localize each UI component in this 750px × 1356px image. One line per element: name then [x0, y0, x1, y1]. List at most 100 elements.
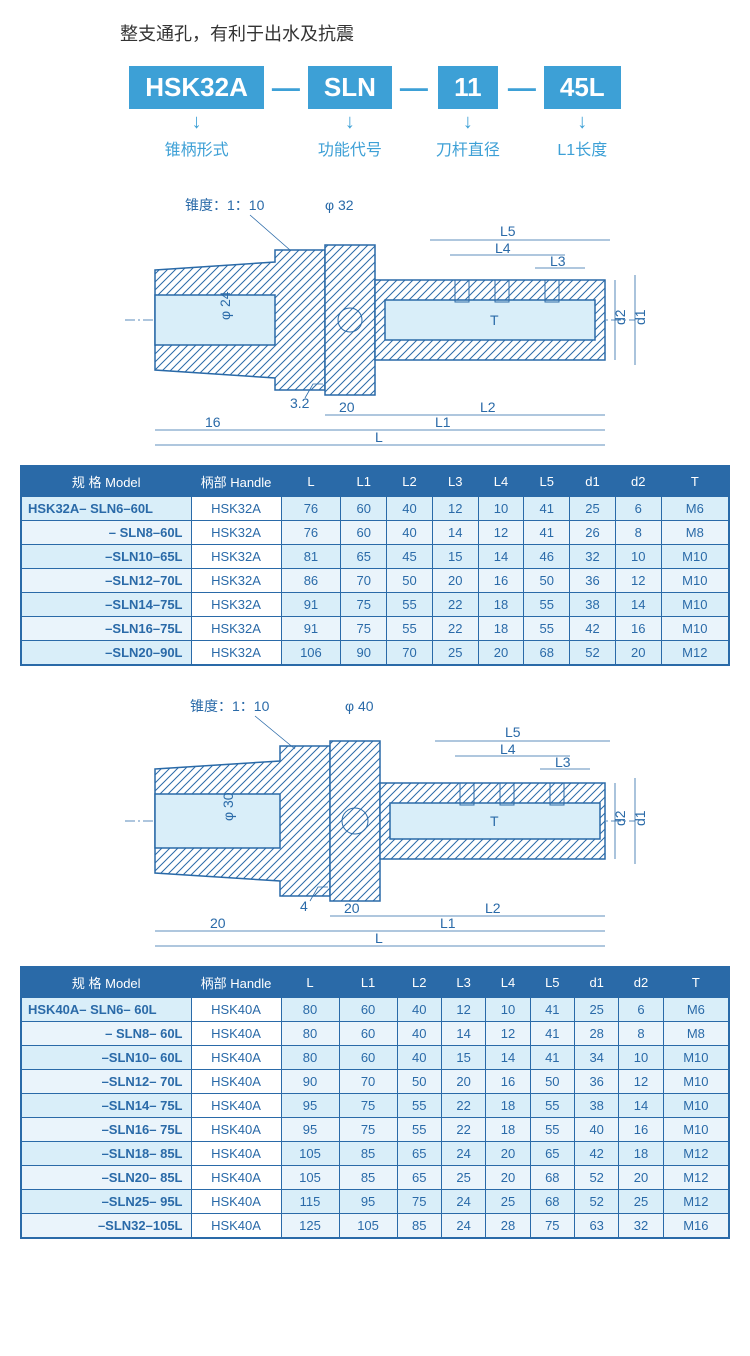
dim-l2: L2: [485, 900, 501, 916]
model-cell: – SLN8–60L: [21, 521, 191, 545]
handle-cell: HSK40A: [191, 1070, 281, 1094]
model-cell: –SLN10–65L: [21, 545, 191, 569]
value-cell: 60: [339, 998, 397, 1022]
dim-l5: L5: [505, 724, 521, 740]
table-header-cell: 规 格 Model: [21, 466, 191, 497]
handle-cell: HSK40A: [191, 998, 281, 1022]
value-cell: 16: [619, 1118, 663, 1142]
value-cell: M8: [663, 1022, 729, 1046]
dim-l3: L3: [555, 754, 571, 770]
table-row: –SLN20–90LHSK32A10690702520685220M12: [21, 641, 729, 666]
table-header-cell: L5: [530, 967, 574, 998]
handle-cell: HSK32A: [191, 641, 281, 666]
dim-l4: L4: [500, 741, 516, 757]
value-cell: 22: [441, 1094, 485, 1118]
phi-top-label: φ 32: [325, 197, 354, 213]
value-cell: 36: [575, 1070, 619, 1094]
code-box: 45L: [544, 66, 621, 109]
handle-cell: HSK32A: [191, 521, 281, 545]
model-cell: – SLN8– 60L: [21, 1022, 191, 1046]
model-cell: –SLN16– 75L: [21, 1118, 191, 1142]
value-cell: 68: [530, 1166, 574, 1190]
table-row: –SLN16– 75LHSK40A9575552218554016M10: [21, 1118, 729, 1142]
value-cell: 60: [339, 1046, 397, 1070]
code-label: 锥柄形式: [165, 136, 229, 160]
taper-label: 锥度：1：10: [185, 197, 265, 213]
value-cell: 12: [432, 497, 478, 521]
code-block-3: 45L ↓ L1长度: [544, 66, 621, 160]
value-cell: 38: [570, 593, 616, 617]
value-cell: 38: [575, 1094, 619, 1118]
value-cell: 125: [281, 1214, 339, 1239]
dash-icon: —: [272, 72, 300, 104]
value-cell: 8: [615, 521, 661, 545]
code-block-1: SLN ↓ 功能代号: [308, 66, 392, 160]
value-cell: 52: [575, 1166, 619, 1190]
value-cell: 6: [615, 497, 661, 521]
value-cell: M10: [661, 545, 729, 569]
table-row: HSK40A– SLN6– 60LHSK40A806040121041256M6: [21, 998, 729, 1022]
value-cell: 26: [570, 521, 616, 545]
value-cell: 45: [387, 545, 433, 569]
down-arrow-icon: ↓: [345, 111, 355, 134]
handle-cell: HSK32A: [191, 569, 281, 593]
value-cell: 81: [281, 545, 341, 569]
model-cell: –SLN16–75L: [21, 617, 191, 641]
value-cell: 36: [570, 569, 616, 593]
dim-l: L: [375, 930, 383, 946]
value-cell: 55: [397, 1094, 441, 1118]
table-row: –SLN18– 85LHSK40A10585652420654218M12: [21, 1142, 729, 1166]
value-cell: 20: [441, 1070, 485, 1094]
value-cell: 25: [486, 1190, 530, 1214]
value-cell: 18: [486, 1118, 530, 1142]
code-breakdown: HSK32A ↓ 锥柄形式 — SLN ↓ 功能代号 — 11 ↓ 刀杆直径 —…: [20, 66, 730, 160]
value-cell: 15: [432, 545, 478, 569]
value-cell: 16: [478, 569, 524, 593]
base-len: 16: [205, 414, 221, 430]
table-header-cell: d2: [619, 967, 663, 998]
handle-cell: HSK32A: [191, 593, 281, 617]
table-row: –SLN20– 85LHSK40A10585652520685220M12: [21, 1166, 729, 1190]
top-note: 整支通孔，有利于出水及抗震: [120, 20, 730, 46]
table-row: HSK32A– SLN6–60LHSK32A766040121041256M6: [21, 497, 729, 521]
table-row: –SLN16–75LHSK32A9175552218554216M10: [21, 617, 729, 641]
table-header-cell: L4: [486, 967, 530, 998]
table-header-cell: L2: [397, 967, 441, 998]
value-cell: 85: [397, 1214, 441, 1239]
value-cell: 80: [281, 998, 339, 1022]
table-header-cell: L1: [341, 466, 387, 497]
value-cell: 86: [281, 569, 341, 593]
value-cell: 25: [619, 1190, 663, 1214]
value-cell: 90: [341, 641, 387, 666]
dim-l4: L4: [495, 240, 511, 256]
table-header-cell: d1: [575, 967, 619, 998]
table-header-cell: L5: [524, 466, 570, 497]
value-cell: 16: [615, 617, 661, 641]
value-cell: 15: [441, 1046, 485, 1070]
value-cell: 6: [619, 998, 663, 1022]
value-cell: 52: [575, 1190, 619, 1214]
dim-l2: L2: [480, 399, 496, 415]
value-cell: 40: [387, 497, 433, 521]
table-header-cell: L: [281, 466, 341, 497]
value-cell: 22: [432, 617, 478, 641]
table-header-cell: L3: [441, 967, 485, 998]
value-cell: 20: [486, 1166, 530, 1190]
value-cell: 50: [387, 569, 433, 593]
value-cell: 65: [397, 1142, 441, 1166]
value-cell: 10: [615, 545, 661, 569]
table-header-cell: d1: [570, 466, 616, 497]
value-cell: 20: [619, 1166, 663, 1190]
value-cell: M12: [663, 1190, 729, 1214]
code-box: HSK32A: [129, 66, 264, 109]
table-row: –SLN12–70LHSK32A8670502016503612M10: [21, 569, 729, 593]
value-cell: 60: [341, 521, 387, 545]
value-cell: 106: [281, 641, 341, 666]
value-cell: M10: [661, 617, 729, 641]
table-header-cell: L3: [432, 466, 478, 497]
value-cell: 20: [486, 1142, 530, 1166]
handle-cell: HSK40A: [191, 1190, 281, 1214]
value-cell: 20: [615, 641, 661, 666]
value-cell: 65: [530, 1142, 574, 1166]
value-cell: 70: [341, 569, 387, 593]
